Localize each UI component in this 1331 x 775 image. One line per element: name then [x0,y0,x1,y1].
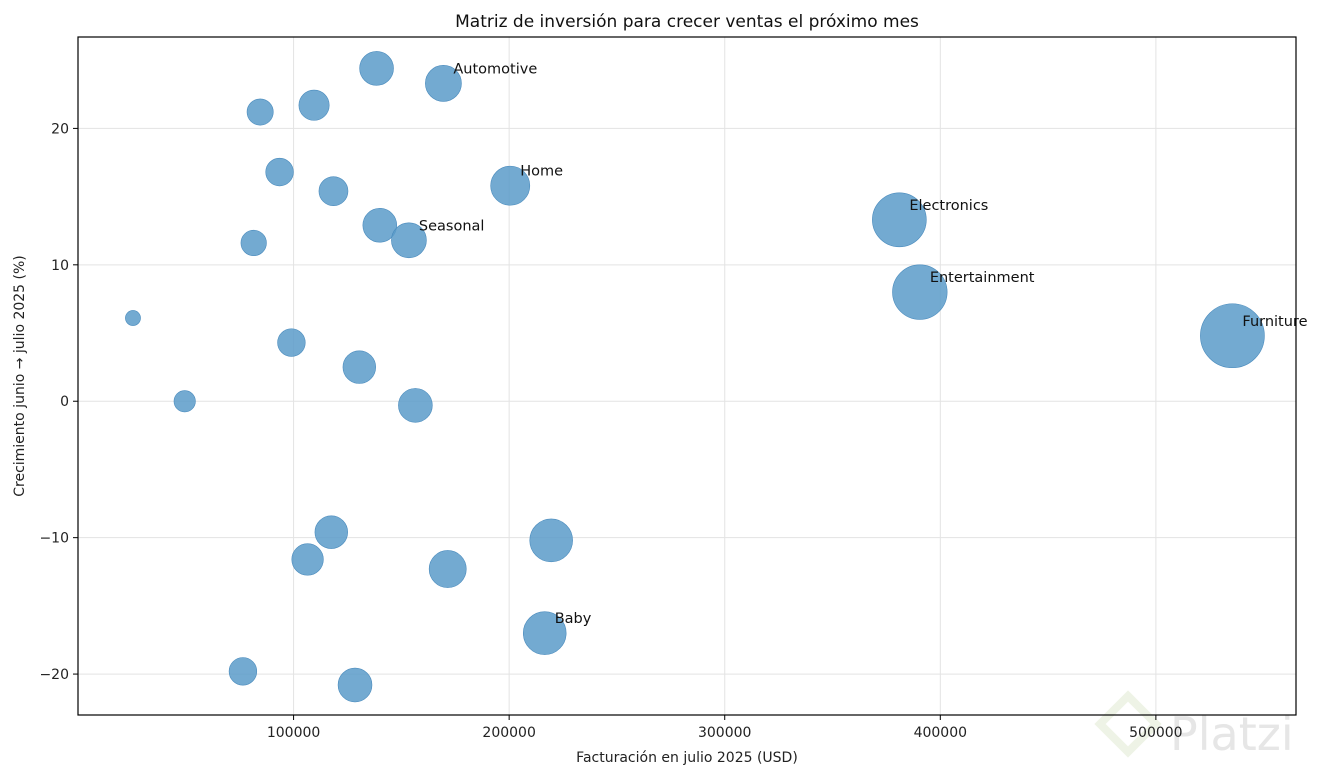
y-tick-label: −10 [39,531,69,547]
data-point [425,65,462,102]
watermark-text: Platzi [1170,707,1294,761]
point-annotation: Electronics [909,198,988,214]
x-axis-label: Facturación en julio 2025 (USD) [576,750,798,766]
data-point [490,165,531,206]
data-point [125,310,141,326]
point-annotation: Seasonal [419,218,485,234]
data-point [398,388,433,423]
plot-frame [77,36,1297,716]
y-tick-label: 0 [60,394,69,410]
data-point [240,229,267,257]
point-annotation: Home [520,164,563,180]
data-point [428,550,467,588]
data-points [125,51,1265,703]
data-point [342,350,376,384]
data-point [314,515,348,549]
annotations: Automotive Home Seasonal Electronics Enterta… [419,61,1308,627]
chart-title: Matriz de inversión para crecer ventas e… [455,12,919,32]
data-point [277,328,306,357]
data-point [318,176,349,206]
data-point [173,390,196,413]
data-point [298,89,330,121]
data-point [529,518,573,563]
data-point [359,51,394,86]
data-point [391,222,427,259]
grid [78,37,1296,715]
point-annotation: Furniture [1242,314,1307,330]
x-tick-label: 100000 [267,725,320,741]
x-tick-label: 400000 [914,725,967,741]
data-point [337,667,373,703]
data-point [228,657,258,686]
point-annotation: Entertainment [930,270,1035,286]
data-point [1200,303,1265,369]
x-tick-label: 500000 [1129,725,1182,741]
x-tick-label: 300000 [698,725,751,741]
point-annotation: Baby [555,611,592,627]
y-tick-label: −20 [39,667,69,683]
data-point [265,157,294,187]
y-tick-label: 20 [51,121,69,137]
data-point [246,98,274,126]
point-annotation: Automotive [453,61,537,77]
data-point [362,208,398,243]
x-axis-ticks: 100000 200000 300000 400000 500000 [267,715,1183,741]
x-tick-label: 200000 [482,725,535,741]
data-point [522,611,567,655]
data-point [291,543,324,576]
y-axis-ticks: −20 −10 0 10 20 [39,121,78,683]
data-point [892,264,948,320]
data-point [872,192,927,248]
y-axis-label: Crecimiento junio → julio 2025 (%) [12,255,28,497]
y-tick-label: 10 [51,258,69,274]
